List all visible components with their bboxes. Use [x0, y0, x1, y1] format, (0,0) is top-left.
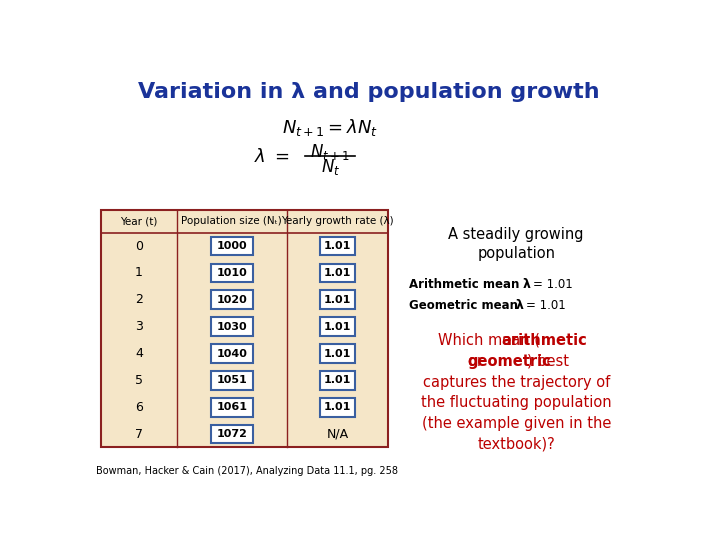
Text: A steadily growing
population: A steadily growing population [449, 226, 584, 261]
Text: 5: 5 [135, 374, 143, 387]
Text: 1: 1 [135, 266, 143, 279]
Text: 1.01: 1.01 [324, 295, 351, 305]
FancyBboxPatch shape [320, 264, 355, 282]
FancyBboxPatch shape [210, 371, 253, 390]
FancyBboxPatch shape [320, 291, 355, 309]
Text: 2: 2 [135, 293, 143, 306]
Text: Bowman, Hacker & Cain (2017), Analyzing Data 11.1, pg. 258: Bowman, Hacker & Cain (2017), Analyzing … [96, 465, 398, 476]
Text: 1000: 1000 [217, 241, 247, 251]
Text: = 1.01: = 1.01 [526, 299, 566, 312]
FancyBboxPatch shape [320, 398, 355, 416]
Text: Arithmetic mean: Arithmetic mean [409, 278, 523, 291]
FancyBboxPatch shape [210, 291, 253, 309]
Text: $\mathit{N}_{t}$: $\mathit{N}_{t}$ [320, 157, 340, 177]
Text: 1.01: 1.01 [324, 348, 351, 359]
Text: 1020: 1020 [217, 295, 247, 305]
Text: Which mean (: Which mean ( [438, 333, 540, 348]
Text: 1010: 1010 [217, 268, 247, 278]
Text: 1061: 1061 [216, 402, 248, 412]
Text: captures the trajectory of: captures the trajectory of [423, 375, 610, 389]
Text: 1.01: 1.01 [324, 241, 351, 251]
Text: 6: 6 [135, 401, 143, 414]
Text: 1030: 1030 [217, 322, 247, 332]
Text: Yearly growth rate (λ): Yearly growth rate (λ) [282, 216, 394, 226]
Text: Year (t): Year (t) [120, 216, 158, 226]
Text: the fluctuating population: the fluctuating population [421, 395, 611, 410]
Text: 1072: 1072 [217, 429, 247, 439]
FancyBboxPatch shape [210, 264, 253, 282]
FancyBboxPatch shape [210, 424, 253, 443]
FancyBboxPatch shape [320, 317, 355, 336]
Text: (the example given in the: (the example given in the [422, 416, 611, 431]
Text: $\mathbf{\lambda}$: $\mathbf{\lambda}$ [523, 277, 532, 291]
Text: = 1.01: = 1.01 [534, 278, 573, 291]
Text: $\mathit{N}_{t+1}$: $\mathit{N}_{t+1}$ [310, 142, 350, 162]
Text: $\mathit{N}_{t+1} = \lambda \mathit{N}_t$: $\mathit{N}_{t+1} = \lambda \mathit{N}_t… [282, 117, 378, 138]
Text: ) best: ) best [527, 354, 569, 369]
Text: $\mathbf{\lambda}$: $\mathbf{\lambda}$ [516, 298, 525, 312]
Bar [101, 210, 388, 448]
Text: 1.01: 1.01 [324, 402, 351, 412]
Text: 1.01: 1.01 [324, 268, 351, 278]
Text: 1040: 1040 [217, 348, 247, 359]
Text: 7: 7 [135, 428, 143, 441]
Text: 1.01: 1.01 [324, 375, 351, 386]
FancyBboxPatch shape [320, 237, 355, 255]
Text: 3: 3 [135, 320, 143, 333]
Text: arithmetic: arithmetic [502, 333, 588, 348]
FancyBboxPatch shape [210, 317, 253, 336]
Text: 1.01: 1.01 [324, 322, 351, 332]
Text: N/A: N/A [327, 428, 348, 441]
FancyBboxPatch shape [320, 371, 355, 390]
Text: geometric: geometric [467, 354, 551, 369]
FancyBboxPatch shape [210, 344, 253, 363]
Text: Variation in λ and population growth: Variation in λ and population growth [138, 82, 600, 102]
Text: 4: 4 [135, 347, 143, 360]
Text: Geometric mean: Geometric mean [409, 299, 523, 312]
Text: 0: 0 [135, 240, 143, 253]
Text: Population size (Nₜ): Population size (Nₜ) [181, 216, 282, 226]
FancyBboxPatch shape [210, 398, 253, 416]
Text: 1051: 1051 [217, 375, 247, 386]
FancyBboxPatch shape [210, 237, 253, 255]
Text: or: or [468, 354, 487, 369]
Text: $\lambda \ =$: $\lambda \ =$ [254, 148, 290, 166]
FancyBboxPatch shape [320, 344, 355, 363]
Text: textbook)?: textbook)? [477, 437, 555, 452]
